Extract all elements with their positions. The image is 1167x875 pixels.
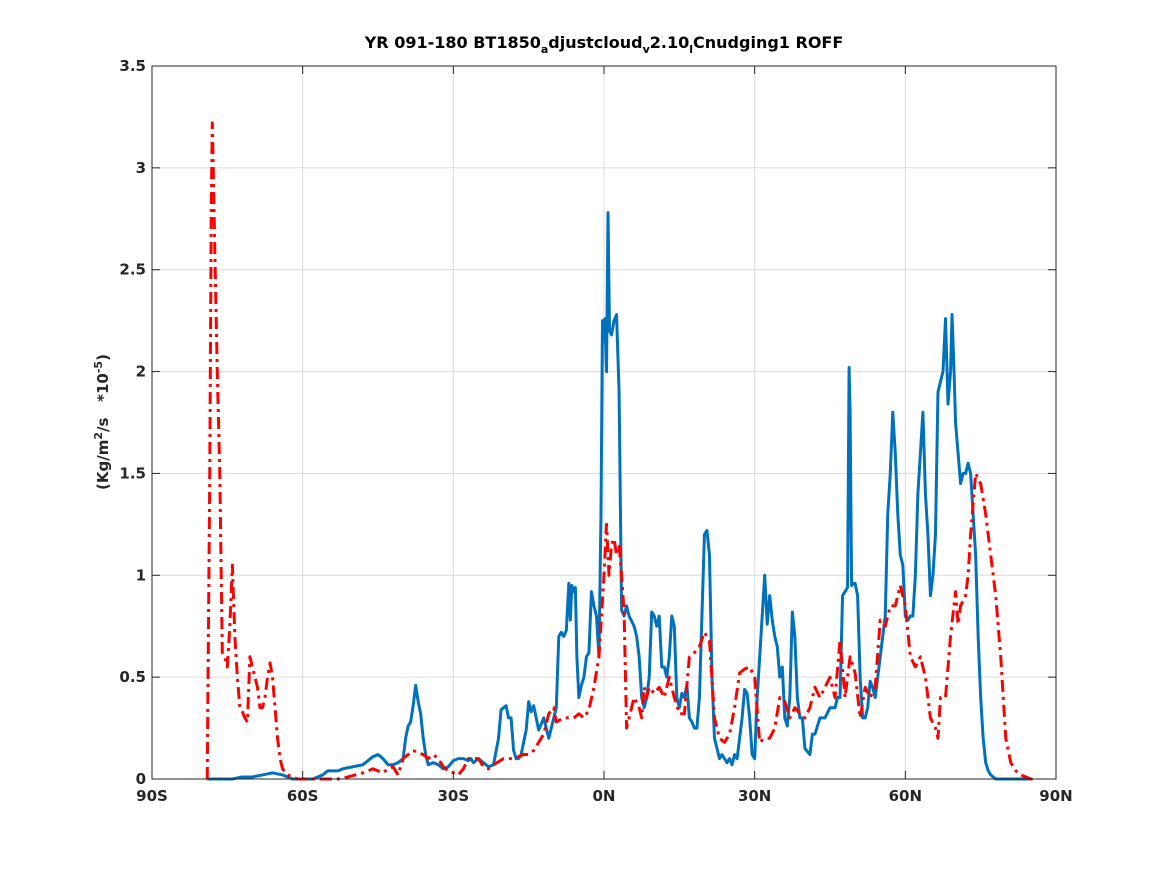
ticks: 90S 60S 30S 0N 30N 60N 90N 0 0.5 1 1.5 2 2.5 3 3.5: [119, 57, 1072, 805]
y-tick-label: 2: [136, 363, 146, 381]
title-part: djustcloud: [548, 33, 642, 52]
y-tick-label: 0.5: [119, 668, 146, 686]
title-part: YR 091-180 BT1850: [364, 33, 541, 52]
y-tick-label: 1: [136, 566, 146, 584]
series-line-1: [207, 211, 1031, 781]
series-line-2: [205, 121, 1036, 781]
title-part: Cnudging1 ROFF: [693, 33, 843, 52]
title-part: l: [689, 43, 693, 56]
y-axis-label: (Kg/m2/s *10-5): [92, 354, 112, 490]
x-tick-label: 0N: [593, 787, 616, 805]
chart-title: YR 091-180 BT1850adjustcloudv2.10lCnudgi…: [364, 33, 844, 56]
y-tick-label: 1.5: [119, 464, 146, 482]
ylabel-part: 2: [92, 432, 105, 440]
x-tick-label: 90N: [1039, 787, 1072, 805]
y-tick-label: 3.5: [119, 57, 146, 75]
x-tick-label: 90S: [136, 787, 168, 805]
ylabel-part: -5: [92, 361, 105, 373]
y-tick-label: 2.5: [119, 261, 146, 279]
ylabel-part: (Kg/m: [94, 440, 112, 490]
x-tick-label: 60N: [889, 787, 922, 805]
data-lines: [205, 121, 1036, 781]
ylabel-part: ): [94, 354, 112, 361]
ylabel-part: /s *10: [94, 373, 112, 432]
title-part: 2.10: [650, 33, 689, 52]
x-tick-label: 30N: [738, 787, 771, 805]
x-tick-label: 30S: [437, 787, 469, 805]
y-tick-label: 3: [136, 159, 146, 177]
title-part: a: [541, 43, 548, 56]
title-part: v: [643, 43, 651, 56]
y-tick-label: 0: [136, 770, 146, 788]
x-tick-label: 60S: [287, 787, 319, 805]
